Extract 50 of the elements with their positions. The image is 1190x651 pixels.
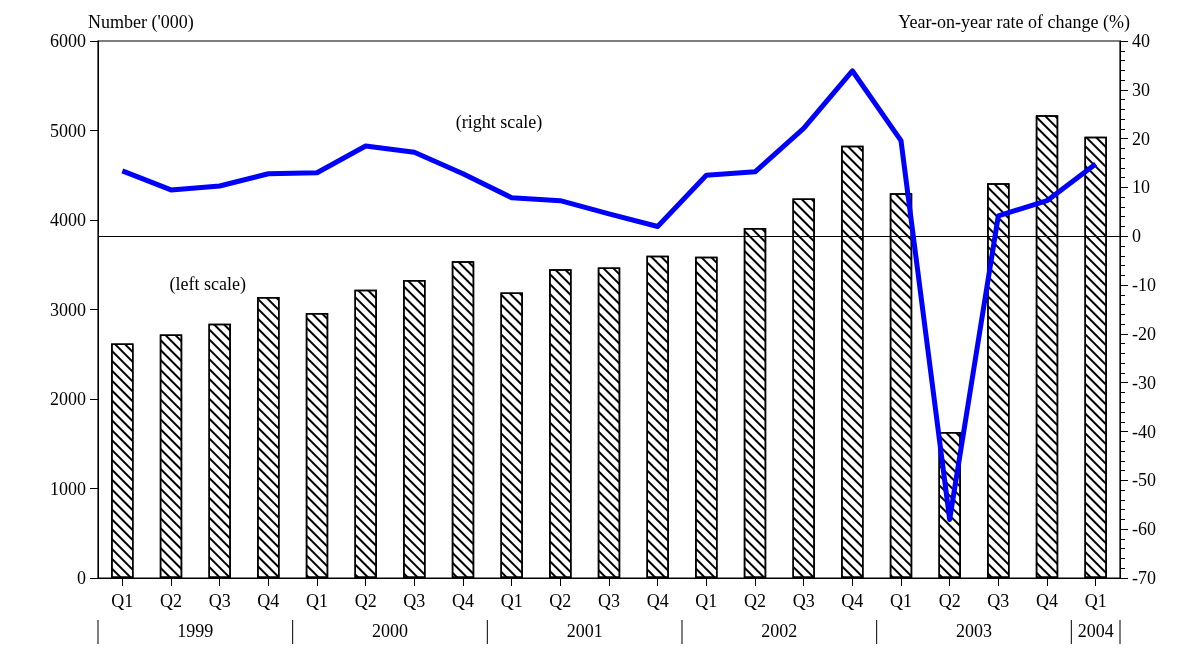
y-axis-title: Number ('000) [88, 12, 194, 33]
y2-tick-label: 30 [1132, 79, 1150, 100]
text: 2001 [566, 621, 603, 641]
x-tick-label: Q1 [306, 591, 328, 611]
text: 2000 [372, 621, 408, 641]
text: 2002 [761, 621, 798, 641]
x-tick-label: Q1 [695, 591, 718, 611]
y2-tick-label: 10 [1132, 177, 1150, 198]
y2-axis-title: Year-on-year rate of change (%) [898, 12, 1130, 33]
y2-tick-label: -40 [1132, 421, 1156, 442]
text: 2004 [1077, 621, 1114, 641]
x-tick-label: Q3 [403, 591, 426, 611]
y2-tick-label: -20 [1132, 323, 1156, 344]
text: 2003 [956, 621, 992, 641]
y2-tick-label: 20 [1132, 128, 1150, 149]
x-tick-label: Q2 [549, 591, 572, 611]
text: 1999 [177, 621, 214, 641]
y-tick-label: 0 [77, 568, 86, 588]
x-tick-label: Q1 [890, 591, 912, 611]
y2-tick-label: -60 [1132, 519, 1156, 540]
annotation: (left scale) [169, 273, 246, 295]
x-tick-label: Q4 [646, 591, 669, 611]
y-tick-label: 4000 [50, 210, 86, 230]
y-tick-label: 2000 [50, 389, 86, 409]
y2-tick-label: -30 [1132, 372, 1156, 393]
x-tick-label: Q4 [1036, 591, 1058, 611]
x-tick-label: Q1 [111, 591, 134, 611]
x-tick-label: Q3 [598, 591, 620, 611]
annotation: (right scale) [455, 112, 543, 134]
y-tick-label: 6000 [50, 31, 86, 51]
x-tick-label: Q3 [987, 591, 1010, 611]
x-tick-label: Q4 [841, 591, 864, 611]
y2-tick-label: -70 [1132, 568, 1156, 588]
x-tick-label: Q2 [938, 591, 961, 611]
x-tick-label: Q2 [354, 591, 377, 611]
y2-tick-label: 40 [1132, 31, 1150, 51]
y-tick-label: 5000 [50, 120, 86, 141]
x-tick-label: Q2 [744, 591, 766, 611]
x-tick-label: Q1 [1084, 591, 1107, 611]
y2-tick-label: -50 [1132, 470, 1156, 491]
x-tick-label: Q4 [257, 591, 280, 611]
x-tick-label: Q1 [500, 591, 523, 611]
x-tick-label: Q2 [160, 591, 182, 611]
x-tick-label: Q3 [208, 591, 231, 611]
y2-tick-label: 0 [1132, 226, 1141, 247]
y2-tick-label: -10 [1132, 275, 1156, 296]
y-tick-label: 3000 [50, 299, 86, 320]
y-tick-label: 1000 [50, 478, 86, 499]
x-tick-label: Q3 [792, 591, 815, 611]
x-tick-label: Q4 [452, 591, 474, 611]
